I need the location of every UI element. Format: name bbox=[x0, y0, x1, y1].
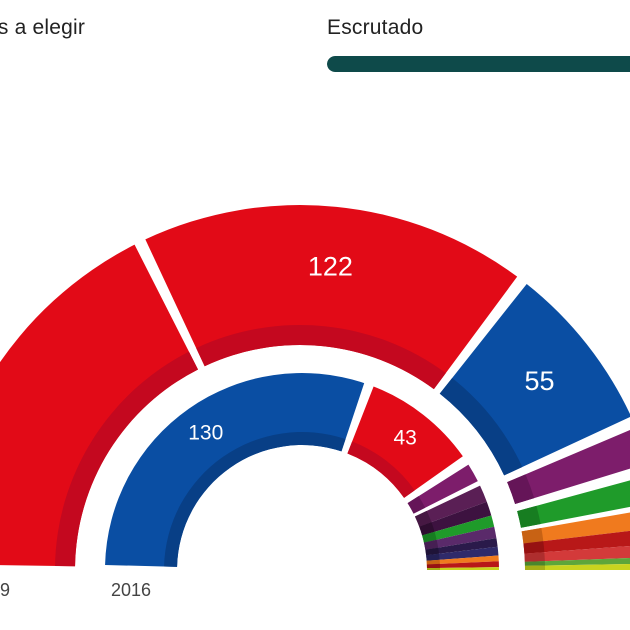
hemicycle-2016-segment-5-shade bbox=[422, 531, 437, 543]
hemicycle-2016-segment-8-shade bbox=[426, 553, 440, 561]
hemicycle-2019-segment-9-arc bbox=[524, 564, 630, 570]
hemicycle-2019-segment-1-value-label: 122 bbox=[308, 252, 353, 282]
hemicycle-2019-segment-9 bbox=[524, 564, 630, 570]
hemicycle-2019-segment-8-shade bbox=[524, 561, 545, 566]
hemicycle-2019-segment-3-shade bbox=[507, 474, 535, 504]
hemicycle-2016-segment-11-arc bbox=[426, 567, 499, 570]
hemicycle-2016-segment-2-arc bbox=[407, 464, 478, 514]
hemicycle-2016-segment-9 bbox=[426, 555, 499, 565]
year-label-2019: 19 bbox=[0, 580, 11, 600]
hemicycle-2016-segment-0-arc bbox=[105, 372, 365, 567]
hemicycle-2019-segment-5-arc bbox=[521, 512, 630, 544]
hemicycle-2016-segment-8-arc bbox=[426, 546, 499, 561]
hemicycle-2016-segment-6 bbox=[423, 526, 497, 550]
hemicycle-2019-segment-1-arc bbox=[145, 205, 518, 390]
hemicycle-2019-segment-7-shade bbox=[524, 552, 545, 562]
hemicycle-2016-segment-2 bbox=[407, 464, 478, 514]
hemicycle-2019-segment-8 bbox=[524, 558, 630, 566]
hemicycle-2019-segment-6-shade bbox=[523, 541, 545, 554]
hemicycle-2016-segment-4-shade bbox=[419, 522, 435, 536]
hemicycle-2016-segment-7-arc bbox=[425, 538, 498, 556]
hemicycle-2016-segment-5-arc bbox=[422, 515, 495, 543]
hemicycle-2016-segment-0-shade bbox=[164, 432, 346, 567]
hemicycle-2016-segment-9-arc bbox=[426, 555, 499, 565]
hemicycle-2019-segment-5-shade bbox=[521, 527, 544, 544]
hemicycle-2019-segment-3 bbox=[507, 429, 630, 504]
hemicycle-2016-segment-3 bbox=[414, 485, 487, 527]
hemicycle-2016-segment-1-value-label: 43 bbox=[394, 427, 417, 450]
hemicycle-2019-segment-8-arc bbox=[524, 558, 630, 566]
hemicycle-2016-segment-10-arc bbox=[426, 561, 499, 569]
hemicycle-2016-segment-2-shade bbox=[407, 496, 426, 514]
hemicycle-2016-segment-1-arc bbox=[347, 386, 463, 498]
hemicycle-2019-segment-7 bbox=[524, 545, 630, 562]
hemicycle-2016-segment-4-arc bbox=[419, 501, 492, 536]
counted-label: Escrutado bbox=[327, 16, 424, 39]
counted-progress-bar bbox=[327, 56, 630, 72]
hemicycle-2019-segment-6-arc bbox=[523, 530, 630, 554]
hemicycle-2019-segment-2-value-label: 55 bbox=[525, 366, 555, 396]
counted-progress-fill bbox=[327, 56, 630, 72]
hemicycle-2016-segment-9-shade bbox=[426, 559, 440, 565]
hemicycle-2016: 130 43 bbox=[105, 372, 499, 570]
hemicycle-2016-segment-10-shade bbox=[426, 563, 440, 569]
hemicycle-2019-segment-0 bbox=[0, 244, 199, 567]
hemicycle-2019-segment-0-arc bbox=[0, 244, 199, 567]
hemicycle-2019-segment-4-arc bbox=[517, 480, 630, 528]
hemicycle-2016-segment-3-arc bbox=[414, 485, 487, 527]
hemicycle-2016-segment-1-shade bbox=[347, 441, 415, 498]
seats-to-elect-label: as a elegir bbox=[0, 16, 86, 39]
hemicycle-2019-segment-2: 55 bbox=[439, 283, 630, 476]
hemicycle-2016-segment-6-shade bbox=[423, 539, 439, 550]
hemicycle-2016-segment-7 bbox=[425, 538, 498, 556]
hemicycle-2019-segment-3-arc bbox=[507, 429, 630, 504]
hemicycle-2019-segment-1-shade bbox=[196, 325, 446, 390]
hemicycle-2016-segment-6-arc bbox=[423, 526, 497, 550]
hemicycle-2016-segment-1: 43 bbox=[347, 386, 463, 498]
hemicycle-2019-segment-9-shade bbox=[524, 565, 545, 570]
hemicycle-2016-segment-4 bbox=[419, 501, 492, 536]
hemicycle-2019-segment-0-shade bbox=[55, 351, 199, 567]
hemicycle-2016-segment-8 bbox=[426, 546, 499, 561]
hemicycle-2019: 122 55 bbox=[0, 205, 630, 570]
hemicycle-2016-segment-7-shade bbox=[425, 547, 440, 556]
hemicycle-2019-segment-5 bbox=[521, 512, 630, 544]
hemicycle-2016-segment-0-value-label: 130 bbox=[188, 421, 223, 444]
hemicycle-2016-segment-11-shade bbox=[426, 567, 440, 570]
hemicycle-2019-segment-1: 122 bbox=[145, 205, 518, 390]
hemicycle-2019-segment-4 bbox=[517, 480, 630, 528]
hemicycle-2019-segment-4-shade bbox=[517, 505, 541, 528]
hemicycle-2019-segment-7-arc bbox=[524, 545, 630, 562]
hemicycle-2016-segment-11 bbox=[426, 567, 499, 570]
hemicycle-2016-segment-3-shade bbox=[414, 510, 432, 527]
year-label-2016: 2016 bbox=[111, 580, 152, 600]
hemicycle-2016-segment-10 bbox=[426, 561, 499, 569]
hemicycle-2019-segment-2-shade bbox=[439, 377, 523, 476]
hemicycle-2019-segment-6 bbox=[523, 530, 630, 554]
hemicycle-2016-segment-5 bbox=[422, 515, 495, 543]
hemicycle-2016-segment-0: 130 bbox=[105, 372, 365, 567]
